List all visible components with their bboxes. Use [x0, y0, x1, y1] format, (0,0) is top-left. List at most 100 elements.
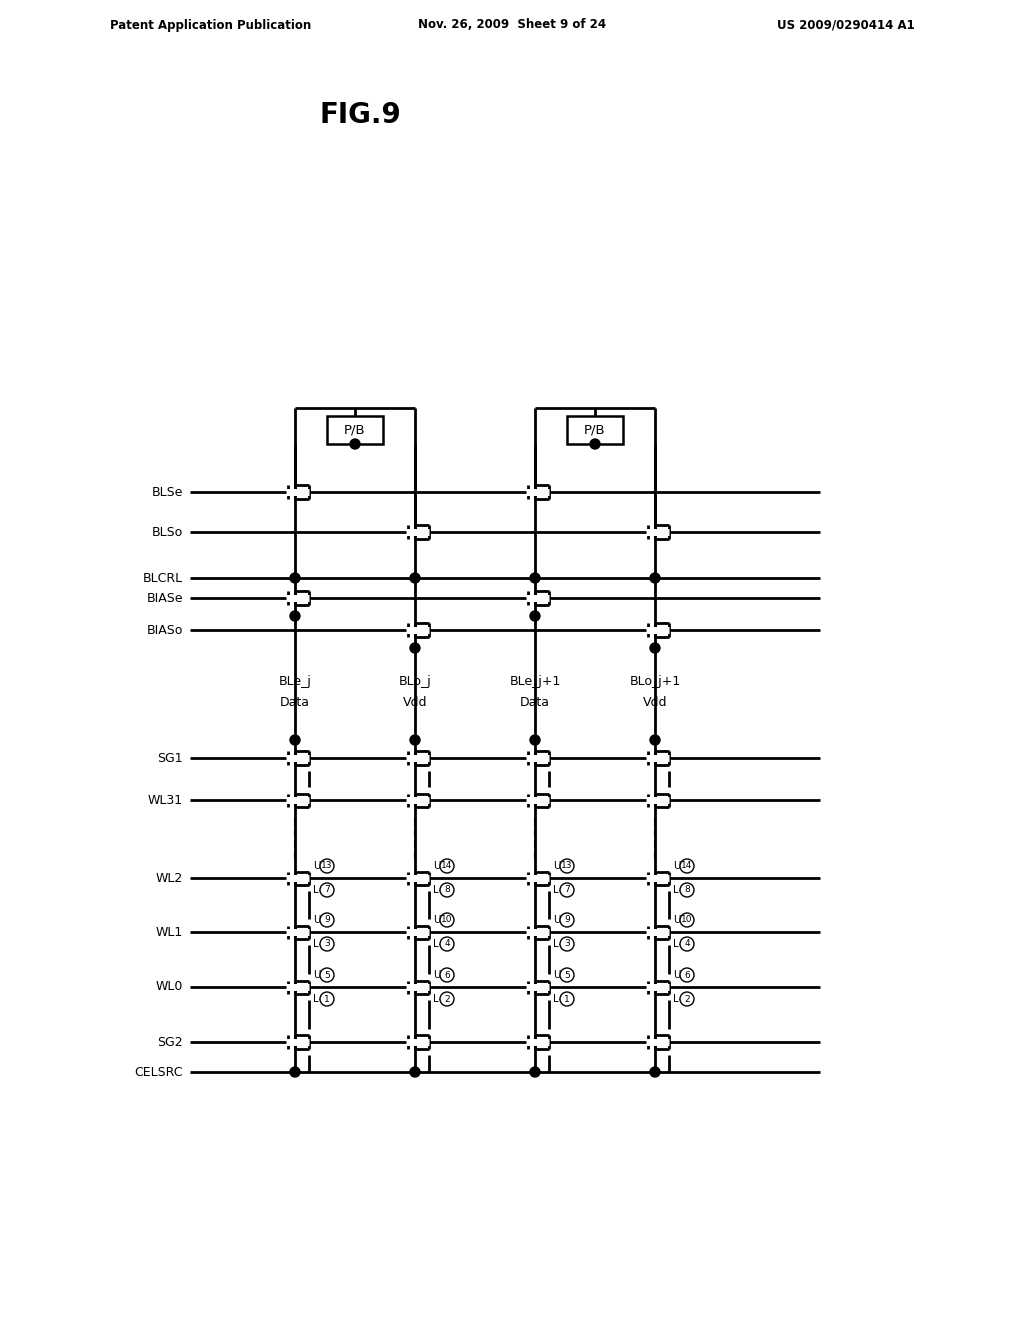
- Text: 9: 9: [325, 916, 330, 924]
- Circle shape: [440, 859, 454, 873]
- Text: SG2: SG2: [158, 1035, 183, 1048]
- Text: 5: 5: [325, 970, 330, 979]
- Text: L-: L-: [433, 994, 442, 1005]
- Text: L-: L-: [673, 994, 682, 1005]
- Text: 7: 7: [564, 886, 570, 895]
- Circle shape: [650, 573, 660, 583]
- Text: L-: L-: [433, 884, 442, 895]
- Text: 14: 14: [441, 862, 453, 870]
- Text: WL0: WL0: [156, 981, 183, 994]
- Circle shape: [680, 993, 694, 1006]
- Circle shape: [530, 735, 540, 744]
- Text: 6: 6: [684, 970, 690, 979]
- Text: L-: L-: [553, 994, 562, 1005]
- Text: US 2009/0290414 A1: US 2009/0290414 A1: [777, 18, 915, 32]
- Circle shape: [410, 1067, 420, 1077]
- Circle shape: [410, 573, 420, 583]
- Text: 3: 3: [325, 940, 330, 949]
- Text: U-: U-: [673, 861, 684, 871]
- Text: 2: 2: [684, 994, 690, 1003]
- Circle shape: [590, 440, 600, 449]
- Circle shape: [680, 968, 694, 982]
- Text: U-: U-: [673, 915, 684, 925]
- Text: 8: 8: [684, 886, 690, 895]
- Text: BLo_j: BLo_j: [398, 676, 431, 689]
- Text: SG1: SG1: [158, 751, 183, 764]
- Text: BLe_j: BLe_j: [279, 676, 311, 689]
- Text: Data: Data: [520, 696, 550, 709]
- Text: Vdd: Vdd: [402, 696, 427, 709]
- Text: CELSRC: CELSRC: [134, 1065, 183, 1078]
- Circle shape: [680, 859, 694, 873]
- Text: L-: L-: [313, 939, 323, 949]
- Text: 3: 3: [564, 940, 570, 949]
- Text: 8: 8: [444, 886, 450, 895]
- Text: 5: 5: [564, 970, 570, 979]
- Text: BLCRL: BLCRL: [143, 572, 183, 585]
- Circle shape: [440, 993, 454, 1006]
- Text: Data: Data: [280, 696, 310, 709]
- Bar: [327, 416, 383, 444]
- Circle shape: [290, 1067, 300, 1077]
- Text: BLSo: BLSo: [152, 525, 183, 539]
- Text: BLo_j+1: BLo_j+1: [630, 676, 681, 689]
- Circle shape: [530, 573, 540, 583]
- Text: 10: 10: [681, 916, 693, 924]
- Text: U-: U-: [313, 915, 325, 925]
- Circle shape: [440, 883, 454, 898]
- Circle shape: [440, 968, 454, 982]
- Circle shape: [440, 913, 454, 927]
- Circle shape: [650, 735, 660, 744]
- Text: U-: U-: [433, 915, 444, 925]
- Text: U-: U-: [313, 861, 325, 871]
- Text: 1: 1: [564, 994, 570, 1003]
- Text: 1: 1: [325, 994, 330, 1003]
- Text: U-: U-: [433, 970, 444, 979]
- Circle shape: [319, 859, 334, 873]
- Circle shape: [650, 643, 660, 653]
- Text: L-: L-: [313, 884, 323, 895]
- Text: L-: L-: [313, 994, 323, 1005]
- Circle shape: [319, 968, 334, 982]
- Circle shape: [319, 937, 334, 950]
- Circle shape: [560, 883, 574, 898]
- Text: L-: L-: [673, 939, 682, 949]
- Text: U-: U-: [553, 970, 564, 979]
- Circle shape: [560, 968, 574, 982]
- Circle shape: [530, 1067, 540, 1077]
- Text: Patent Application Publication: Patent Application Publication: [110, 18, 311, 32]
- Text: L-: L-: [673, 884, 682, 895]
- Text: BIASe: BIASe: [146, 591, 183, 605]
- Text: 7: 7: [325, 886, 330, 895]
- Text: 13: 13: [322, 862, 333, 870]
- Circle shape: [680, 937, 694, 950]
- Circle shape: [680, 883, 694, 898]
- Circle shape: [560, 859, 574, 873]
- Text: 13: 13: [561, 862, 572, 870]
- Text: U-: U-: [553, 915, 564, 925]
- Circle shape: [319, 913, 334, 927]
- Circle shape: [680, 913, 694, 927]
- Circle shape: [350, 440, 360, 449]
- Circle shape: [410, 735, 420, 744]
- Circle shape: [440, 937, 454, 950]
- Circle shape: [290, 735, 300, 744]
- Text: U-: U-: [313, 970, 325, 979]
- Text: WL2: WL2: [156, 871, 183, 884]
- Text: 4: 4: [444, 940, 450, 949]
- Circle shape: [319, 993, 334, 1006]
- Text: 2: 2: [444, 994, 450, 1003]
- Text: WL31: WL31: [147, 793, 183, 807]
- Circle shape: [650, 1067, 660, 1077]
- Text: BLe_j+1: BLe_j+1: [509, 676, 561, 689]
- Circle shape: [290, 573, 300, 583]
- Text: FIG.9: FIG.9: [319, 102, 400, 129]
- Text: L-: L-: [553, 884, 562, 895]
- Circle shape: [290, 611, 300, 620]
- Text: 10: 10: [441, 916, 453, 924]
- Text: BLSe: BLSe: [152, 486, 183, 499]
- Text: U-: U-: [673, 970, 684, 979]
- Text: 9: 9: [564, 916, 570, 924]
- Text: 6: 6: [444, 970, 450, 979]
- Circle shape: [410, 643, 420, 653]
